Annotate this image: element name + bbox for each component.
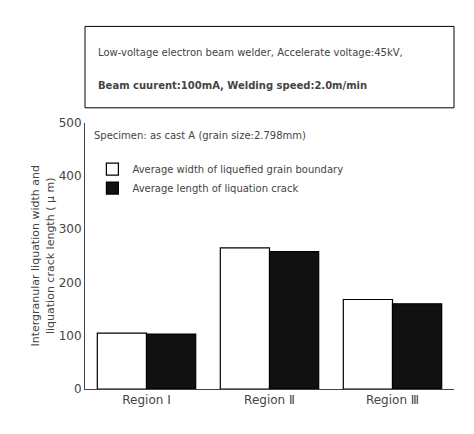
- svg-text:Beam cuurent:100mA, Welding sp: Beam cuurent:100mA, Welding speed:2.0m/m…: [98, 80, 367, 91]
- svg-text:400: 400: [59, 169, 82, 183]
- svg-text:Average width of liquefied gra: Average width of liquefied grain boundar…: [132, 164, 343, 175]
- svg-text:Region Ⅱ: Region Ⅱ: [244, 393, 295, 407]
- svg-text:200: 200: [59, 276, 82, 290]
- svg-text:300: 300: [59, 222, 82, 236]
- svg-text:Average length of liquation cr: Average length of liquation crack: [132, 183, 298, 194]
- svg-text:0: 0: [74, 382, 82, 396]
- svg-text:100: 100: [59, 329, 82, 343]
- svg-text:Specimen: as cast A (grain siz: Specimen: as cast A (grain size:2.798mm): [94, 130, 306, 141]
- svg-text:Intergranular liquation width: Intergranular liquation width andliquati…: [29, 165, 56, 347]
- svg-text:Region Ⅲ: Region Ⅲ: [366, 393, 419, 407]
- svg-text:500: 500: [59, 116, 82, 130]
- svg-text:Region I: Region I: [122, 393, 170, 407]
- svg-text:Low-voltage electron beam weld: Low-voltage electron beam welder, Accele…: [98, 47, 403, 58]
